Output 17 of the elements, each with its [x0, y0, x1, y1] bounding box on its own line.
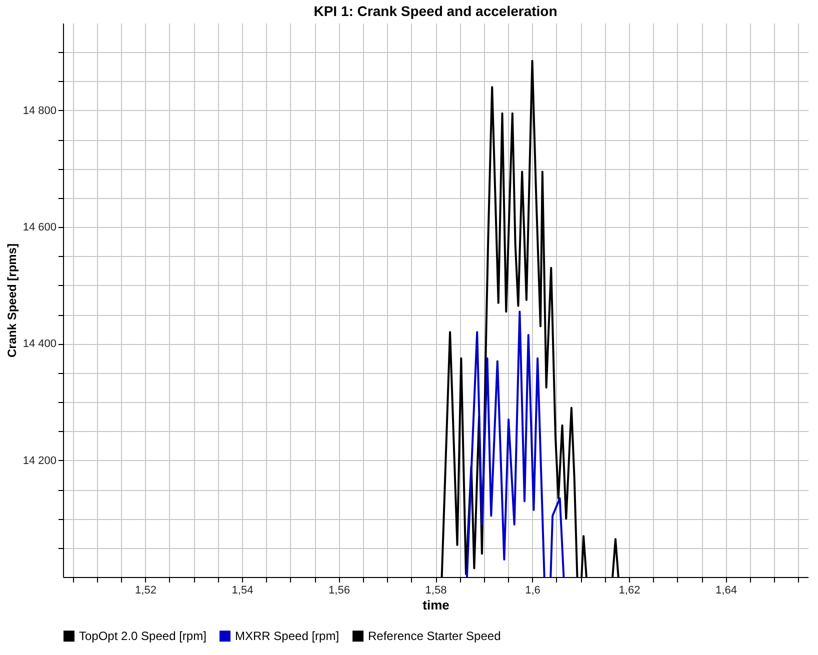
x-tick-label: 1,52 — [135, 584, 156, 596]
chart-title: KPI 1: Crank Speed and acceleration — [314, 3, 558, 19]
x-tick-label: 1,62 — [618, 584, 640, 596]
legend-label: Reference Starter Speed — [368, 629, 501, 644]
x-axis-title: time — [422, 598, 450, 612]
x-tick-label: 1,56 — [328, 584, 350, 596]
y-tick-label: 14 800 — [22, 104, 56, 117]
y-tick-label: 14 600 — [22, 222, 56, 234]
y-tick-label: 14 400 — [22, 338, 56, 350]
x-tick-label: 1,64 — [716, 584, 737, 596]
y-axis-title: Crank Speed [rpms] — [4, 243, 19, 358]
y-tick-label: 14 200 — [22, 454, 56, 467]
x-tick-label: 1,54 — [232, 584, 254, 596]
legend-label: MXRR Speed [rpm] — [235, 629, 340, 644]
x-tick-label: 1,58 — [425, 584, 447, 596]
legend-label: TopOpt 2.0 Speed [rpm] — [79, 629, 206, 644]
x-tick-label: 1,6 — [525, 584, 540, 596]
